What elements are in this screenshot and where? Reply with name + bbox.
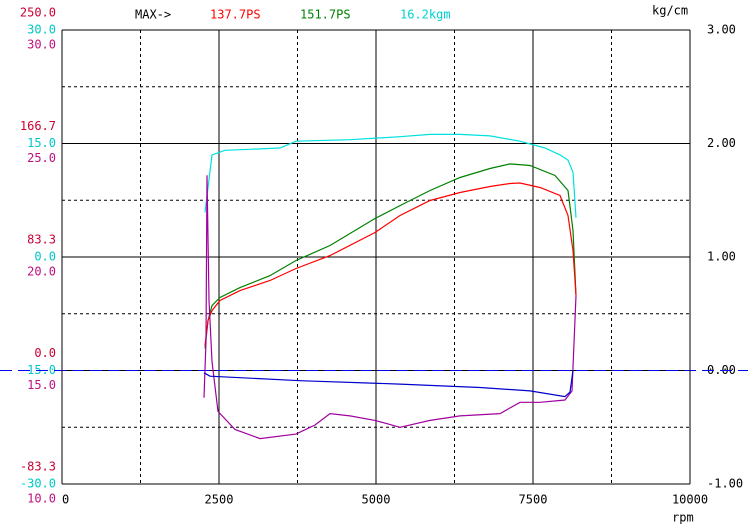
y-tick-label: 20.0 xyxy=(27,265,56,279)
x-tick-label: 10000 xyxy=(672,493,708,507)
x-tick-label: 5000 xyxy=(362,493,391,507)
series-line xyxy=(203,175,577,440)
y-tick-label: 10.0 xyxy=(27,492,56,506)
y-tick-label: -83.3 xyxy=(20,460,56,474)
max-prefix: MAX-> xyxy=(135,8,171,22)
y-tick-label: -30.0 xyxy=(20,477,56,491)
y2-axis-label: kg/cm xyxy=(652,4,688,18)
max-label: 137.7PS xyxy=(210,8,261,22)
x-axis-label: rpm xyxy=(672,511,694,525)
max-label: 16.2kgm xyxy=(400,8,451,22)
y2-tick-label: 1.00 xyxy=(707,250,736,264)
series-line xyxy=(204,133,577,218)
y-tick-label: 30.0 xyxy=(27,38,56,52)
y-tick-label: 166.7 xyxy=(20,119,56,133)
y-tick-label: 30.0 xyxy=(27,23,56,37)
x-tick-label: 7500 xyxy=(519,493,548,507)
series-line xyxy=(203,370,574,398)
y-tick-label: 15.0 xyxy=(27,378,56,392)
x-tick-label: 2500 xyxy=(205,493,234,507)
series-line xyxy=(204,163,577,349)
y-tick-label: 83.3 xyxy=(27,233,56,247)
series-line xyxy=(204,182,577,346)
y-tick-label: 0.0 xyxy=(34,346,56,360)
y2-tick-label: 3.00 xyxy=(707,23,736,37)
y2-tick-label: 2.00 xyxy=(707,136,736,150)
y2-tick-label: -1.00 xyxy=(707,477,743,491)
y-tick-label: 0.0 xyxy=(34,250,56,264)
y-tick-label: 250.0 xyxy=(20,6,56,20)
y-tick-label: 15.0 xyxy=(27,136,56,150)
x-tick-label: 0 xyxy=(62,493,69,507)
y-tick-label: 25.0 xyxy=(27,151,56,165)
max-label: 151.7PS xyxy=(300,8,351,22)
